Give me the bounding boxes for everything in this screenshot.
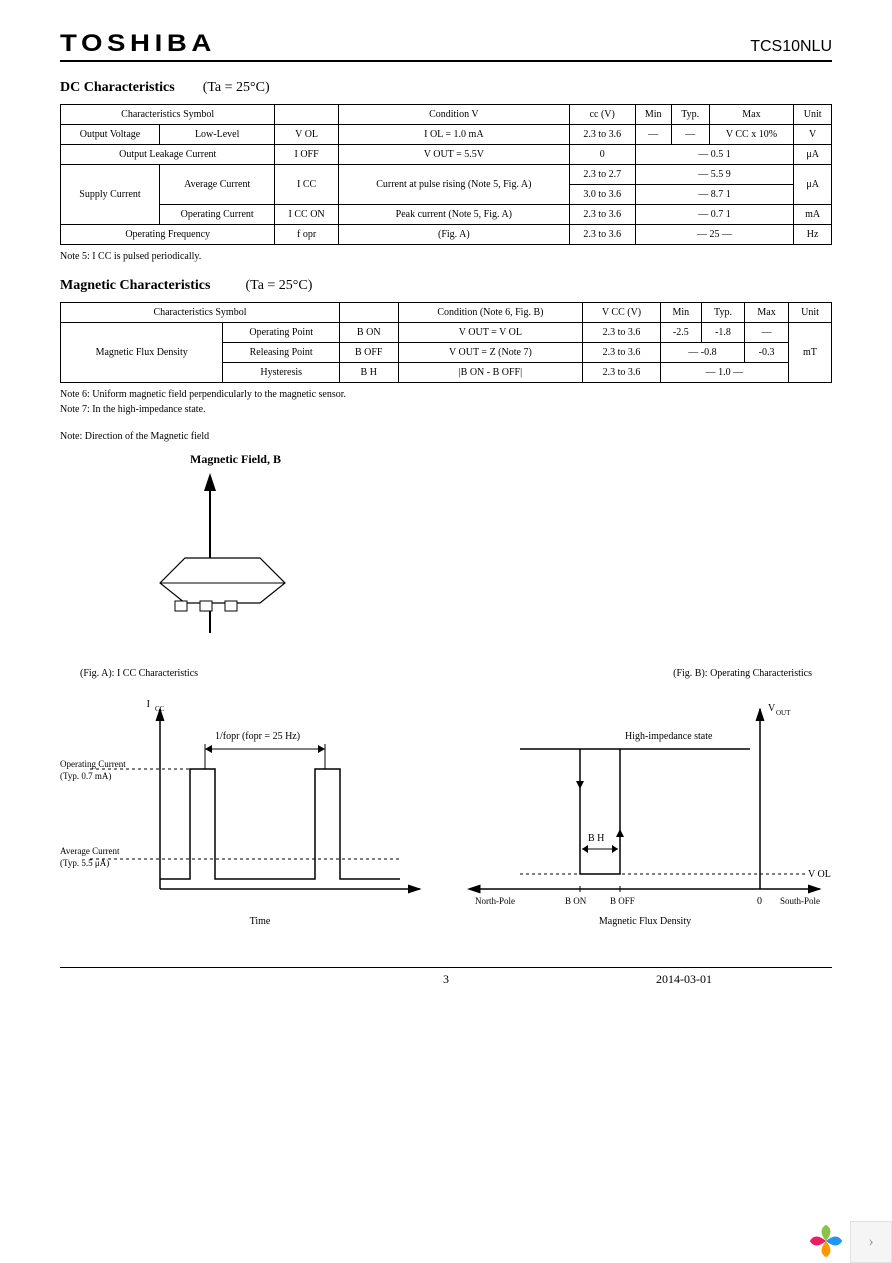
svg-text:CC: CC	[155, 705, 165, 713]
note-7: Note 7: In the high-impedance state.	[60, 404, 832, 415]
part-number: TCS10NLU	[750, 38, 832, 56]
col-unit: Unit	[794, 105, 832, 125]
chevron-right-icon: ›	[868, 1233, 873, 1251]
avg-current-label: Average Current	[60, 846, 120, 856]
avg-current-typ: (Typ. 5.5 μA)	[60, 858, 109, 868]
mag-temp: (Ta = 25°C)	[245, 278, 312, 293]
dc-title-text: DC Characteristics	[60, 80, 175, 95]
dc-temp: (Ta = 25°C)	[203, 80, 270, 95]
table-row: Operating Current I CC ON Peak current (…	[61, 205, 832, 225]
table-header-row: Characteristics Symbol Condition (Note 6…	[61, 303, 832, 323]
mag-title: Magnetic Characteristics (Ta = 25°C)	[60, 278, 832, 294]
op-current-label: Operating Current	[60, 759, 126, 769]
boff-tick: B OFF	[610, 896, 635, 906]
dc-title: DC Characteristics (Ta = 25°C)	[60, 80, 832, 96]
table-row: Supply Current Average Current I CC Curr…	[61, 165, 832, 185]
page-footer: 3 2014-03-01	[60, 967, 832, 987]
bon-tick: B ON	[565, 896, 587, 906]
colorful-leaf-icon	[808, 1223, 844, 1259]
next-page-tab[interactable]: ›	[850, 1221, 892, 1263]
op-current-typ: (Typ. 0.7 mA)	[60, 771, 111, 781]
mag-title-text: Magnetic Characteristics	[60, 278, 210, 293]
col-symbol	[275, 105, 338, 125]
fig-b-chart: V OUT B H V OL High-impedance state	[460, 689, 840, 949]
col-min: Min	[635, 105, 671, 125]
icc-axis-label: I	[147, 699, 150, 710]
col-vcc: cc (V)	[569, 105, 635, 125]
col-condition: Condition V	[338, 105, 569, 125]
zero-tick: 0	[757, 896, 762, 907]
mag-table: Characteristics Symbol Condition (Note 6…	[60, 302, 832, 383]
col-typ: Typ.	[671, 105, 709, 125]
table-header-row: Characteristics Symbol Condition V cc (V…	[61, 105, 832, 125]
diagram-label: Magnetic Field, B	[190, 452, 832, 467]
svg-text:OUT: OUT	[776, 709, 791, 717]
table-row: Output Voltage Low-Level V OL I OL = 1.0…	[61, 125, 832, 145]
fig-a-xlabel: Time	[250, 916, 271, 927]
col-characteristic: Characteristics Symbol	[61, 105, 275, 125]
brand-logo: TOSHIBA	[60, 30, 216, 58]
footer-date: 2014-03-01	[656, 972, 712, 987]
note-direction: Note: Direction of the Magnetic field	[60, 431, 832, 442]
south-pole-label: South-Pole	[780, 896, 820, 906]
fig-b-xlabel: Magnetic Flux Density	[599, 916, 691, 927]
page-number: 3	[443, 972, 449, 986]
vout-axis-label: V	[768, 703, 776, 714]
fig-a-chart: I CC 1/fopr (fopr = 25 Hz) Operating Cur…	[60, 689, 440, 949]
hiz-label: High-impedance state	[625, 731, 713, 742]
table-row: Operating Frequency f opr (Fig. A) 2.3 t…	[61, 225, 832, 245]
note-6: Note 6: Uniform magnetic field perpendic…	[60, 389, 832, 400]
period-label: 1/fopr (fopr = 25 Hz)	[215, 731, 300, 742]
bh-label: B H	[588, 833, 604, 844]
col-max: Max	[709, 105, 794, 125]
fig-b-caption: (Fig. B): Operating Characteristics	[673, 668, 812, 679]
vol-label: V OL	[808, 869, 831, 880]
table-row: Magnetic Flux Density Operating Point B …	[61, 323, 832, 343]
north-pole-label: North-Pole	[475, 896, 515, 906]
note-5: Note 5: I CC is pulsed periodically.	[60, 251, 832, 262]
fig-a-caption: (Fig. A): I CC Characteristics	[80, 668, 198, 679]
magnetic-field-diagram: Magnetic Field, B	[100, 452, 832, 648]
chip-with-arrow-icon	[100, 473, 320, 643]
table-row: Output Leakage Current I OFF V OUT = 5.5…	[61, 145, 832, 165]
dc-table: Characteristics Symbol Condition V cc (V…	[60, 104, 832, 245]
